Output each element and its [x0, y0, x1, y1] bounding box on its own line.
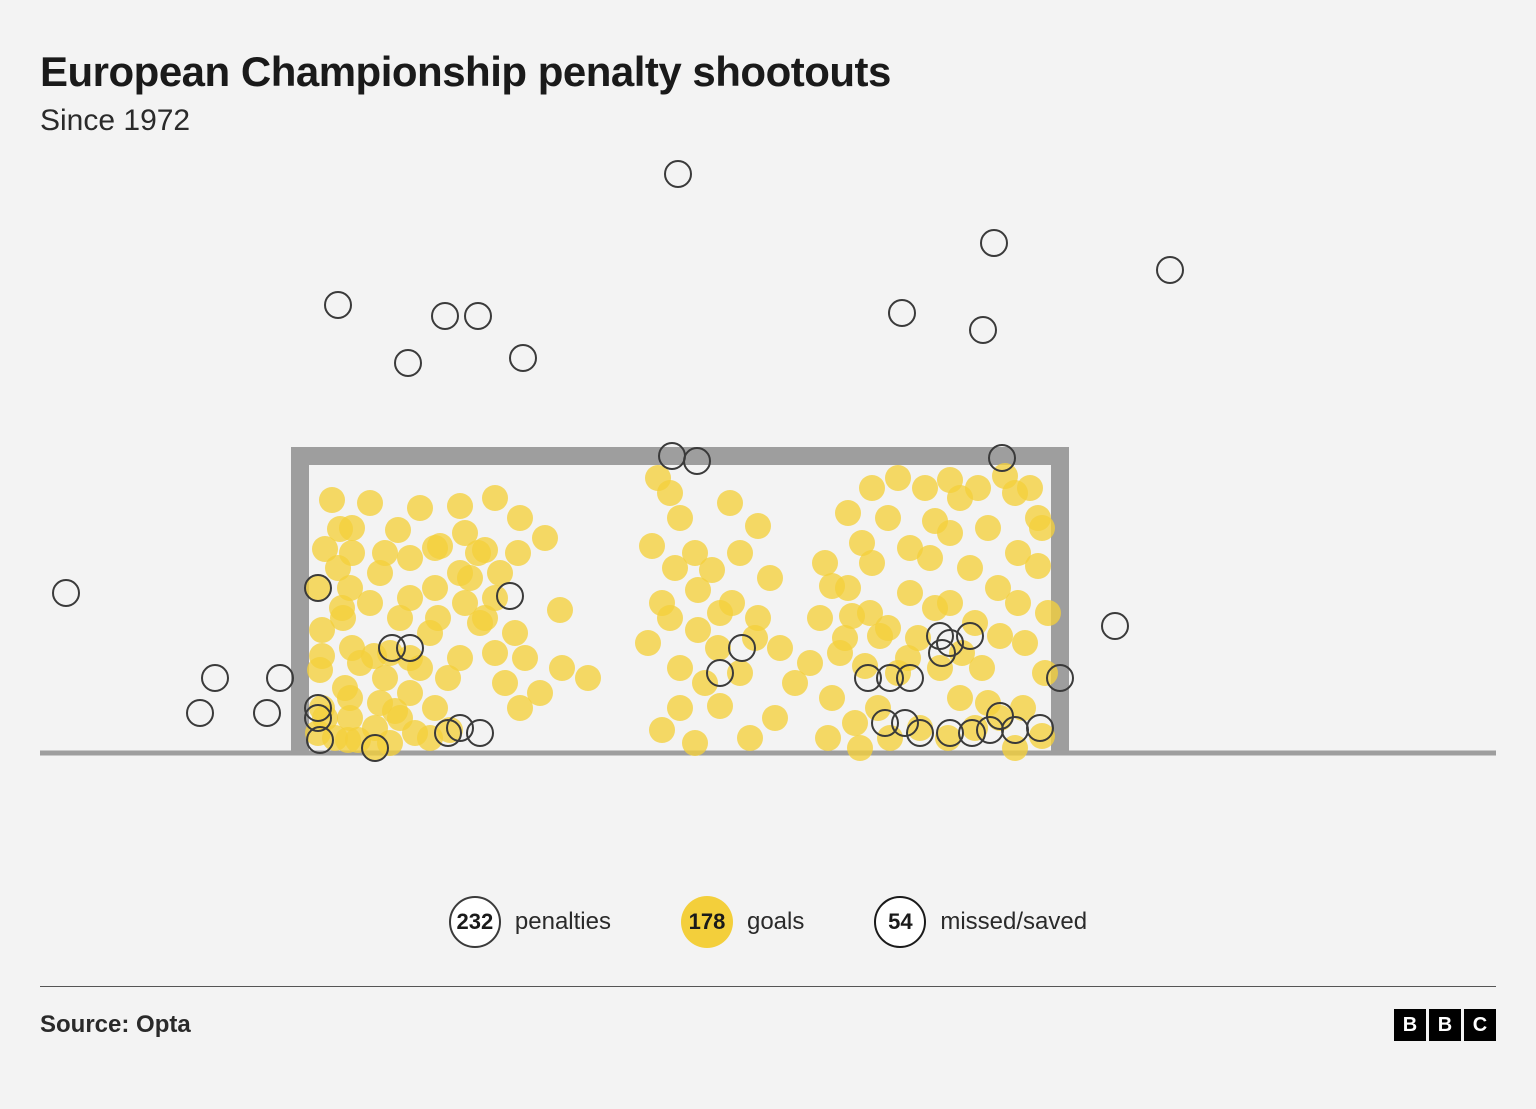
penalty-chart-svg: [40, 158, 1496, 878]
bbc-block: B: [1394, 1009, 1426, 1041]
legend-badge: 232: [449, 896, 501, 948]
footer: Source: Opta BBC: [40, 1009, 1496, 1041]
legend-label: goals: [747, 908, 804, 936]
legend-item: 178 goals: [681, 896, 804, 948]
legend-badge: 54: [874, 896, 926, 948]
bbc-logo: BBC: [1394, 1009, 1496, 1041]
source-text: Source: Opta: [40, 1011, 191, 1039]
legend-item: 54 missed/saved: [874, 896, 1087, 948]
legend-badge: 178: [681, 896, 733, 948]
chart-area: [40, 158, 1496, 878]
chart-subtitle: Since 1972: [40, 104, 1496, 138]
bbc-block: C: [1464, 1009, 1496, 1041]
legend-item: 232 penalties: [449, 896, 611, 948]
bbc-block: B: [1429, 1009, 1461, 1041]
legend: 232 penalties 178 goals 54 missed/saved: [40, 896, 1496, 948]
legend-label: missed/saved: [940, 908, 1087, 936]
footer-rule: [40, 986, 1496, 987]
legend-label: penalties: [515, 908, 611, 936]
chart-title: European Championship penalty shootouts: [40, 48, 1496, 96]
